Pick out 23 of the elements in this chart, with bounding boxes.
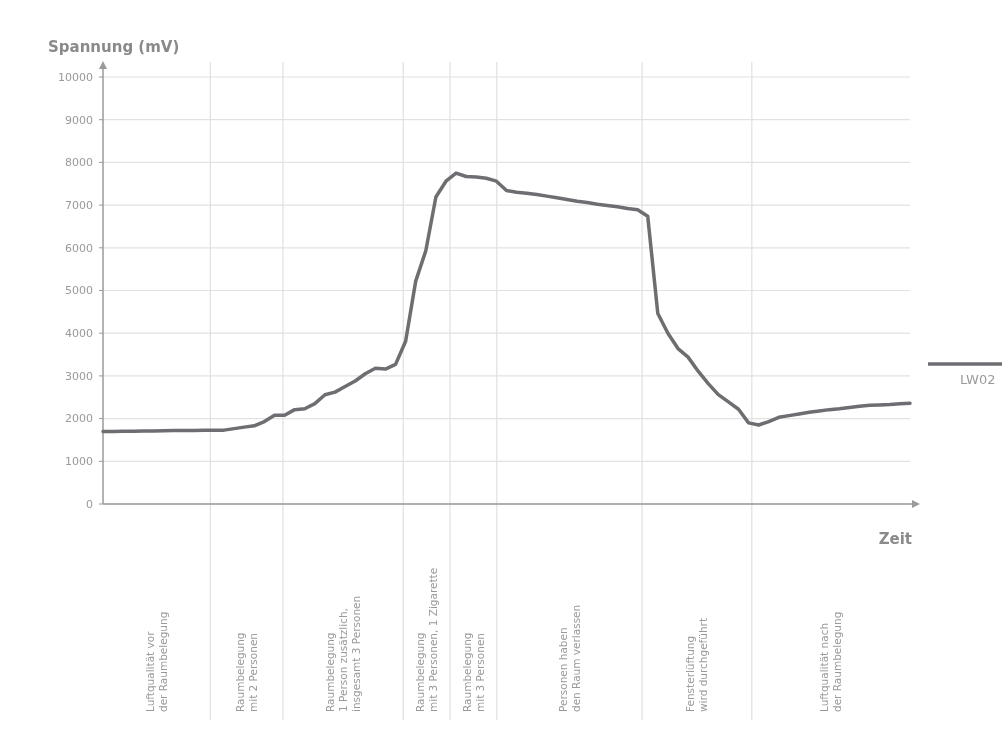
y-tick-label: 4000	[65, 327, 93, 341]
text: Luftqualität nach der Raumbelegung	[818, 611, 844, 712]
y-tick-label: 1000	[65, 455, 93, 469]
y-tick-label: 6000	[65, 241, 93, 255]
y-tick-label: 10000	[58, 70, 93, 84]
text: Fensterlüftung wird durchgeführt	[684, 617, 710, 712]
text: Raumbelegung mit 3 Personen, 1 Zigarette	[414, 567, 440, 712]
text: Raumbelegung 1 Person zusätzlich, insgesamt 3 Personen	[324, 595, 363, 712]
y-tick-label: 0	[86, 497, 93, 511]
y-tick-label: 3000	[65, 369, 93, 383]
text: Raumbelegung mit 3 Personen	[460, 632, 486, 712]
y-tick-label: 9000	[65, 113, 93, 127]
y-tick-label: 8000	[65, 156, 93, 170]
y-tick-label: 7000	[65, 198, 93, 212]
x-axis-title: Zeit	[878, 530, 912, 548]
y-tick-label: 2000	[65, 412, 93, 426]
text: LW02	[960, 372, 996, 387]
text: Raumbelegung mit 2 Personen	[234, 632, 260, 712]
text: Personen haben den Raum verlassen	[556, 604, 582, 712]
line-series	[101, 171, 912, 434]
y-axis-title: Spannung (mV)	[48, 38, 180, 56]
text: Luftqualität vor der Raumbelegung	[144, 611, 170, 712]
y-tick-label: 5000	[65, 284, 93, 298]
